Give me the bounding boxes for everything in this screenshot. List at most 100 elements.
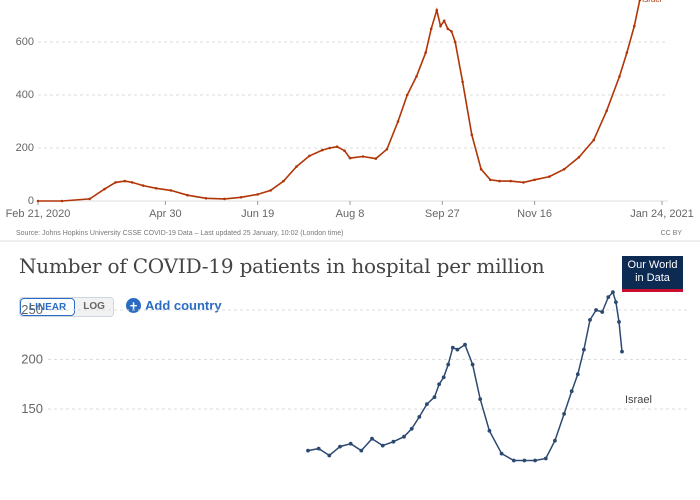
bottom-data-point — [614, 300, 618, 304]
top-x-tick-label: Sep 27 — [425, 208, 460, 220]
bottom-series-points — [306, 290, 624, 463]
bottom-data-point — [338, 444, 342, 449]
top-data-point — [282, 179, 285, 183]
bottom-y-tick-label: 150 — [21, 401, 43, 416]
logo-line-2: in Data — [635, 272, 670, 284]
bottom-data-point — [522, 458, 527, 463]
top-data-point — [169, 189, 173, 192]
bottom-data-point — [455, 347, 460, 352]
bottom-grid — [48, 309, 690, 410]
top-data-point — [446, 27, 450, 31]
add-country-button[interactable]: + Add country — [126, 298, 222, 313]
top-data-point — [442, 19, 446, 23]
top-data-point — [429, 27, 433, 31]
linear-scale-button[interactable]: LINEAR — [20, 298, 76, 316]
bottom-data-point — [359, 448, 364, 453]
top-x-tick-label: Nov 16 — [517, 208, 552, 220]
top-x-tick-label: Jun 19 — [241, 208, 274, 220]
bottom-data-point — [588, 318, 592, 322]
bottom-y-tick-label: 250 — [21, 302, 43, 317]
top-data-point — [592, 138, 595, 142]
bottom-data-point — [569, 389, 574, 394]
top-data-point — [470, 133, 474, 137]
bottom-data-point — [306, 448, 310, 453]
bottom-data-point — [432, 395, 437, 399]
top-series-label: Israel — [642, 0, 662, 4]
top-y-tick-label: 400 — [16, 89, 34, 101]
bottom-chart: 150 200 250 Israel — [21, 290, 690, 463]
top-data-point — [439, 24, 442, 28]
bottom-data-point — [370, 436, 374, 441]
top-x-tick-label: Feb 21, 2020 — [6, 208, 71, 220]
top-data-point — [103, 187, 106, 191]
top-data-point — [130, 181, 134, 184]
top-data-point — [328, 146, 332, 150]
owid-logo[interactable]: Our World in Data — [622, 256, 683, 292]
bottom-data-point — [417, 415, 422, 419]
bottom-data-point — [441, 375, 446, 380]
top-data-point — [36, 199, 40, 203]
top-data-point — [256, 193, 260, 196]
top-data-point — [239, 196, 243, 199]
bottom-data-point — [575, 372, 580, 377]
top-data-point — [335, 145, 339, 148]
top-data-point — [498, 179, 501, 183]
logo-line-1: Our World — [627, 259, 678, 271]
top-y-axis: 0 200 400 600 — [16, 36, 34, 207]
bottom-data-point — [533, 458, 537, 463]
bottom-data-point — [617, 320, 621, 324]
bottom-data-point — [391, 439, 396, 444]
top-data-point — [509, 179, 512, 183]
top-data-point — [385, 148, 389, 151]
bottom-data-point — [316, 446, 321, 451]
top-data-point — [450, 30, 453, 33]
bottom-data-point — [487, 428, 492, 433]
top-data-point — [435, 8, 439, 12]
bottom-data-point — [600, 310, 605, 314]
bottom-data-point — [470, 362, 475, 367]
bottom-chart-panel: Number of COVID-19 patients in hospital … — [0, 242, 700, 500]
chart-title: Number of COVID-19 patients in hospital … — [19, 254, 545, 278]
top-data-point — [453, 40, 457, 44]
bottom-data-point — [620, 349, 624, 354]
bottom-data-point — [380, 443, 385, 448]
bottom-data-point — [606, 295, 611, 299]
bottom-data-point — [611, 290, 615, 295]
top-data-point — [633, 24, 636, 28]
bottom-data-point — [450, 345, 455, 350]
bottom-data-point — [582, 347, 586, 352]
top-data-point — [114, 181, 117, 184]
top-data-point — [618, 75, 621, 78]
top-data-point — [60, 199, 64, 203]
top-data-point — [88, 197, 91, 201]
bottom-series-line — [307, 290, 623, 462]
source-note: Source: Johns Hopkins University CSSE CO… — [16, 230, 344, 237]
top-data-point — [223, 197, 226, 201]
top-data-point — [479, 167, 483, 171]
top-data-point — [533, 178, 536, 182]
top-x-tick-label: Jan 24, 2021 — [630, 208, 694, 220]
bottom-data-point — [499, 451, 504, 456]
top-y-tick-label: 600 — [16, 36, 34, 48]
top-data-point — [461, 80, 464, 84]
top-data-point — [308, 154, 311, 158]
bottom-data-point — [553, 438, 557, 443]
top-series-line — [38, 0, 641, 202]
top-series-points — [36, 0, 642, 203]
top-data-point — [343, 149, 346, 152]
bottom-data-point — [348, 441, 353, 446]
bottom-data-point — [562, 412, 566, 416]
bottom-data-point — [511, 458, 516, 463]
license-label[interactable]: CC BY — [660, 230, 682, 237]
top-data-point — [405, 93, 409, 97]
top-data-point — [424, 51, 428, 54]
bottom-data-point — [463, 342, 467, 347]
top-x-tick-label: Apr 30 — [149, 208, 181, 220]
top-x-axis: Feb 21, 2020 Apr 30 Jun 19 Aug 8 Sep 27 Nov 1… — [6, 201, 694, 220]
bottom-series-label: Israel — [625, 394, 652, 406]
log-scale-button[interactable]: LOG — [75, 298, 113, 316]
top-chart-panel: 0 200 400 600 Feb 21, 2020 Apr 30 Jun 19 Aug 8… — [0, 0, 700, 240]
top-x-tick-label: Aug 8 — [336, 208, 365, 220]
bottom-data-point — [543, 456, 548, 461]
top-data-point — [361, 155, 365, 158]
